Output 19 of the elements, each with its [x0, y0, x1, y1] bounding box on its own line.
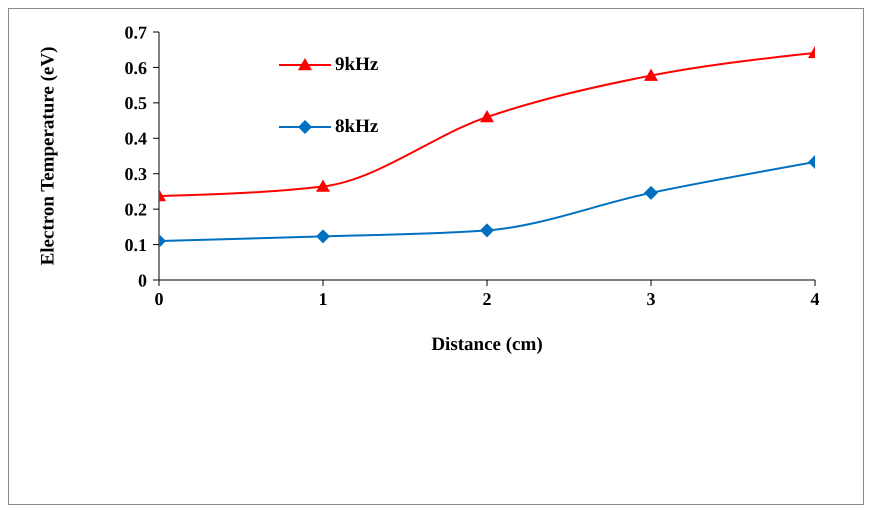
y-tick-label: 0.3	[124, 164, 147, 184]
y-tick-label: 0.2	[124, 200, 147, 220]
x-tick-label: 1	[318, 288, 328, 309]
y-tick-label: 0.4	[124, 128, 147, 149]
point	[480, 223, 494, 238]
x-axis-title: Distance (cm)	[431, 334, 543, 355]
legend-label: 8kHz	[335, 116, 378, 138]
x-tick-label: 2	[482, 288, 492, 309]
x-tick-label: 0	[154, 288, 164, 309]
x-tick-label: 4	[810, 288, 820, 309]
y-tick-label: 0.5	[124, 93, 147, 114]
point	[480, 110, 494, 122]
legend-label: 9kHz	[335, 54, 378, 76]
x-tick-label: 3	[646, 288, 656, 309]
y-tick-label: 0.7	[124, 22, 147, 42]
y-tick-label: 0.6	[124, 58, 147, 78]
y-tick-label: 0.1	[124, 234, 147, 255]
y-axis-title: Electron Temperature (eV)	[38, 46, 59, 266]
y-tick-label: 0	[138, 270, 147, 290]
